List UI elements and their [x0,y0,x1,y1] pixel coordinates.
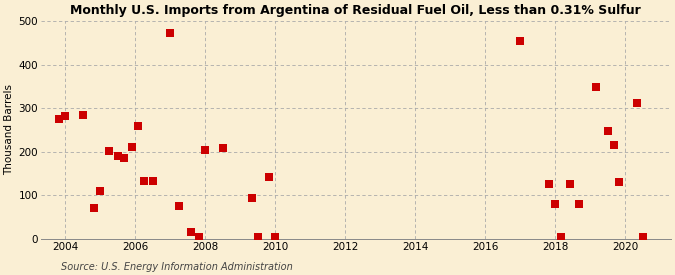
Point [118,156,129,160]
Point [127,145,138,150]
Point [573,202,584,206]
Point [217,146,228,150]
Point [112,154,123,158]
Point [550,202,561,206]
Point [632,101,643,105]
Point [564,182,575,186]
Point [270,234,281,239]
Point [614,180,625,185]
Point [252,234,263,239]
Point [133,124,144,129]
Point [200,147,211,152]
Point [544,182,555,186]
Point [602,129,613,133]
Point [173,204,184,208]
Point [264,174,275,179]
Point [103,149,114,153]
Point [515,39,526,43]
Point [89,206,100,211]
Point [556,234,567,239]
Point [194,234,205,239]
Point [608,143,619,147]
Point [147,179,158,183]
Title: Monthly U.S. Imports from Argentina of Residual Fuel Oil, Less than 0.31% Sulfur: Monthly U.S. Imports from Argentina of R… [70,4,641,17]
Point [60,113,71,118]
Text: Source: U.S. Energy Information Administration: Source: U.S. Energy Information Administ… [61,262,292,272]
Point [185,230,196,235]
Point [246,196,257,200]
Point [637,234,648,239]
Point [54,117,65,121]
Point [165,31,176,35]
Y-axis label: Thousand Barrels: Thousand Barrels [4,84,14,175]
Point [591,85,601,89]
Point [138,179,149,183]
Point [78,112,88,117]
Point [95,189,106,193]
